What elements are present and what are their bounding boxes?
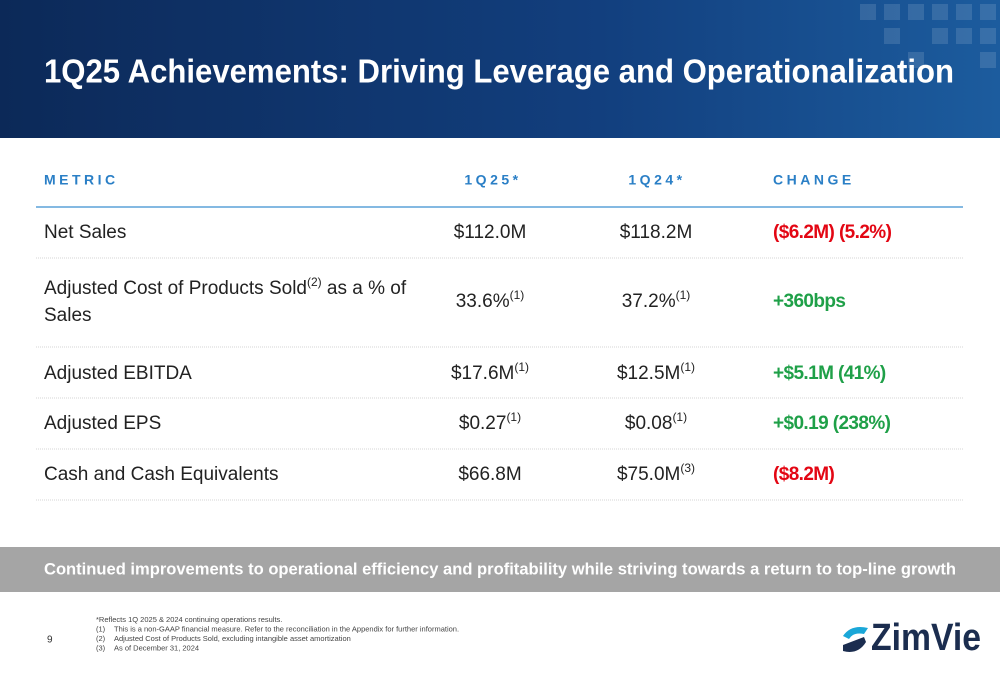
metric-value: $0.08(1) (625, 410, 687, 434)
slide-title: 1Q25 Achievements: Driving Leverage and … (44, 53, 954, 90)
header-band (0, 0, 1000, 138)
footnote-text: This is a non-GAAP financial measure. Re… (114, 624, 459, 633)
metric-value: 33.6%(1) (456, 288, 525, 312)
logo-icon (843, 627, 868, 652)
banner (0, 547, 1000, 592)
superscript: (2) (307, 275, 322, 289)
superscript: (1) (672, 410, 687, 424)
logo-text: ZimVie (871, 617, 981, 659)
change-value: +$0.19 (238%) (773, 413, 891, 434)
cell-text: +360bps (773, 291, 845, 312)
superscript: (1) (680, 360, 695, 374)
metric-value: $17.6M(1) (451, 360, 529, 384)
cell-text: 37.2% (622, 291, 676, 312)
metric-label-line2: Sales (44, 305, 92, 326)
change-value: ($6.2M) (5.2%) (773, 222, 892, 243)
cell-text: ($8.2M) (773, 464, 835, 485)
footnote-text: Adjusted Cost of Products Sold, excludin… (114, 634, 351, 643)
footnote-mark: (2) (96, 634, 106, 643)
superscript: (3) (680, 461, 695, 475)
metric-value: $66.8M (458, 464, 521, 485)
column-header: METRIC (44, 172, 119, 188)
cell-text: ($6.2M) (5.2%) (773, 222, 892, 243)
metric-value: $0.27(1) (459, 410, 521, 434)
cell-text: $0.08 (625, 413, 673, 434)
superscript: (1) (514, 360, 529, 374)
cell-text: +$5.1M (41%) (773, 363, 886, 384)
cell-text: $0.27 (459, 413, 507, 434)
change-value: ($8.2M) (773, 464, 835, 485)
metric-label: Net Sales (44, 222, 126, 243)
cell-text: $17.6M (451, 363, 514, 384)
metric-label: Adjusted Cost of Products Sold(2) as a %… (44, 275, 407, 299)
cell-text: 33.6% (456, 291, 510, 312)
metric-value: $118.2M (620, 222, 693, 243)
change-value: +$5.1M (41%) (773, 363, 886, 384)
metric-value: $12.5M(1) (617, 360, 695, 384)
page-number: 9 (47, 635, 53, 646)
metric-label: Adjusted EPS (44, 413, 161, 434)
footnote-text: As of December 31, 2024 (114, 643, 199, 652)
change-value: +360bps (773, 291, 845, 312)
footnote-mark: (1) (96, 624, 106, 633)
cell-text: $118.2M (620, 222, 693, 243)
banner-text: Continued improvements to operational ef… (44, 559, 956, 578)
superscript: (1) (506, 410, 521, 424)
cell-text: $66.8M (458, 464, 521, 485)
cell-text: Adjusted EBITDA (44, 363, 192, 384)
cell-text: Net Sales (44, 222, 126, 243)
footnote-mark: (3) (96, 643, 106, 652)
cell-text: $112.0M (454, 222, 527, 243)
cell-text: $75.0M (617, 464, 680, 485)
metric-value: $75.0M(3) (617, 461, 695, 485)
metric-label: Adjusted EBITDA (44, 363, 192, 384)
cell-text: Cash and Cash Equivalents (44, 464, 278, 485)
superscript: (1) (676, 288, 691, 302)
column-header: CHANGE (773, 172, 855, 188)
superscript: (1) (510, 288, 525, 302)
footnote-text: *Reflects 1Q 2025 & 2024 continuing oper… (96, 615, 282, 624)
column-header: 1Q25* (464, 172, 521, 188)
metric-label: Cash and Cash Equivalents (44, 464, 278, 485)
cell-text: $12.5M (617, 363, 680, 384)
cell-text: +$0.19 (238%) (773, 413, 891, 434)
column-header: 1Q24* (628, 172, 685, 188)
header-pattern (860, 4, 996, 68)
cell-text: Adjusted Cost of Products Sold (44, 278, 307, 299)
cell-text: Adjusted EPS (44, 413, 161, 434)
cell-text-rest: as a % of (322, 278, 407, 299)
metric-value: $112.0M (454, 222, 527, 243)
metric-value: 37.2%(1) (622, 288, 691, 312)
